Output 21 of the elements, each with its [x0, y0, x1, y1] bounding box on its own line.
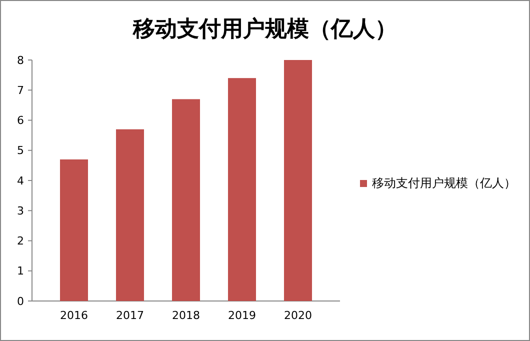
y-tick-label: 7 [17, 84, 24, 97]
x-tick-label: 2017 [116, 309, 144, 322]
y-tick-label: 2 [17, 234, 24, 248]
y-tick-label: 1 [17, 264, 24, 278]
bar [116, 129, 144, 301]
legend-label: 移动支付用户规模（亿人） [372, 176, 516, 190]
x-tick-label: 2020 [284, 309, 312, 322]
x-tick-label: 2018 [172, 309, 200, 322]
bar [60, 159, 88, 301]
x-tick-label: 2019 [228, 309, 256, 322]
bar [284, 60, 312, 301]
y-tick-label: 3 [17, 204, 24, 218]
y-tick-label: 8 [17, 54, 24, 67]
y-tick-label: 4 [17, 174, 24, 188]
y-tick-label: 6 [17, 114, 24, 128]
x-tick-label: 2016 [60, 309, 88, 322]
bar [228, 78, 256, 301]
bar [172, 99, 200, 301]
y-tick-label: 0 [17, 294, 24, 308]
y-tick-label: 5 [17, 144, 24, 158]
chart-title: 移动支付用户规模（亿人） [132, 16, 397, 42]
